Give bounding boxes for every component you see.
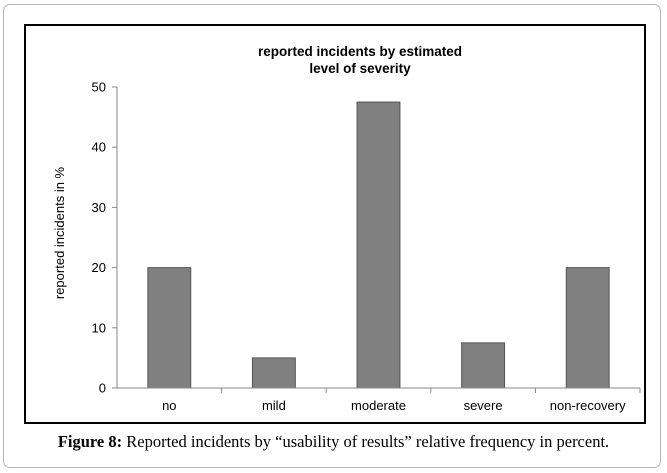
y-tick-label: 30 — [92, 200, 106, 215]
x-tick-label: mild — [262, 398, 286, 413]
x-tick-label: severe — [464, 398, 503, 413]
chart-title-line-1: reported incidents by estimated — [258, 44, 462, 59]
x-tick-label: no — [162, 398, 176, 413]
bar-severe — [461, 342, 506, 389]
bar-non-recovery — [565, 267, 610, 389]
y-tick-label: 50 — [92, 80, 106, 95]
bar-moderate — [356, 101, 401, 389]
y-tick-label: 10 — [92, 320, 106, 335]
x-tick-label: moderate — [351, 398, 406, 413]
y-tick-label: 20 — [92, 260, 106, 275]
bar-no — [147, 267, 192, 389]
x-tick-label: non-recovery — [550, 398, 626, 413]
chart-title-line-2: level of severity — [309, 61, 411, 76]
caption-label: Figure 8: — [57, 432, 123, 451]
y-tick-label: 40 — [92, 140, 106, 155]
bar-chart: reported incidents by estimated level of… — [52, 44, 641, 413]
y-tick-label: 0 — [99, 381, 106, 396]
caption-text: Reported incidents by “usability of resu… — [122, 432, 610, 451]
chart-area: reported incidents by estimated level of… — [24, 24, 646, 424]
y-axis-label: reported incidents in % — [52, 166, 67, 299]
figure-caption: Figure 8: Reported incidents by “usabili… — [0, 432, 667, 452]
bar-mild — [251, 357, 296, 389]
